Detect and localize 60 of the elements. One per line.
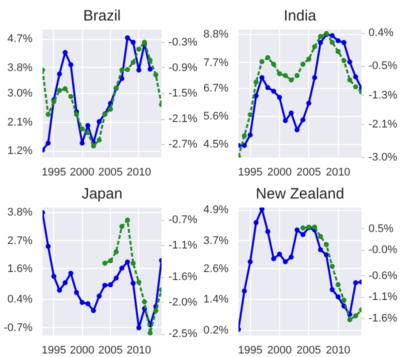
x-tick-label: 2010 [126,344,152,356]
x-tick-label: 2005 [98,166,123,178]
x-tick-label: 2010 [326,344,350,356]
x-tick-label: 2005 [296,344,322,356]
y2-tick-label: -0.7% [168,214,198,226]
y-tick-label: 0.4% [7,294,33,306]
chart-title: Brazil [83,8,121,24]
y-tick-label: 1.4% [203,294,229,306]
y-tick-label: 3.8% [7,62,33,74]
chart-title: New Zealand [256,186,344,202]
y-tick-label: 0.2% [203,324,229,336]
x-tick-label: 2000 [70,166,94,178]
y-tick-label: 8.8% [203,28,229,41]
y-tick-label: 2.6% [203,262,229,275]
chart-title: India [284,8,317,24]
y2-tick-label: -0.3% [168,36,198,48]
y2-tick-label: 0.4% [368,27,394,40]
y2-tick-label: -1.1% [368,291,398,304]
x-tick-label: 2000 [267,166,292,178]
y2-tick-label: -2.1% [368,118,398,131]
y2-tick-label: -0.9% [168,62,198,74]
y-tick-label: 7.7% [203,56,229,69]
x-tick-label: 2005 [296,166,322,178]
y-tick-label: 4.9% [203,204,229,216]
y-tick-label: 3.7% [203,234,229,247]
y2-tick-label: -1.1% [168,240,198,252]
x-tick-label: 2000 [70,344,94,356]
x-tick-label: 1995 [42,166,66,178]
y2-tick-label: -3.0% [368,152,398,164]
chart-title: Japan [82,186,122,202]
y2-tick-label: -2.0% [168,296,198,309]
y-tick-label: -0.7% [4,322,33,334]
y-tick-label: 5.6% [203,110,229,123]
y-tick-label: 1.2% [7,145,33,158]
y-tick-label: 2.7% [7,234,33,247]
y-tick-label: 1.6% [7,262,33,275]
y-tick-label: 6.7% [203,82,229,94]
y2-tick-label: -2.7% [168,138,198,151]
y2-tick-label: -1.3% [368,89,398,102]
x-tick-label: 2010 [126,166,152,178]
x-tick-label: 1995 [42,344,66,356]
y2-tick-label: -1.6% [368,312,398,324]
x-tick-label: 2005 [98,344,123,356]
x-tick-label: 2010 [326,166,350,178]
y2-tick-label: -1.5% [168,88,198,100]
y-tick-label: 2.1% [7,116,33,128]
y2-tick-label: -0.0% [368,244,398,256]
y-tick-label: 3.0% [7,88,33,100]
y2-tick-label: 0.5% [368,222,394,235]
y2-tick-label: -0.6% [368,270,398,282]
y2-tick-label: -1.6% [168,271,198,284]
x-tick-label: 1995 [238,166,262,178]
y-tick-label: 4.5% [203,138,229,151]
y2-tick-label: -2.5% [168,328,198,340]
x-tick-label: 2000 [267,344,292,356]
x-tick-label: 1995 [238,344,262,356]
y2-tick-label: -0.5% [368,60,398,72]
y-tick-label: 4.7% [7,33,33,46]
y-tick-label: 3.8% [7,206,33,219]
y2-tick-label: -2.1% [168,113,198,126]
